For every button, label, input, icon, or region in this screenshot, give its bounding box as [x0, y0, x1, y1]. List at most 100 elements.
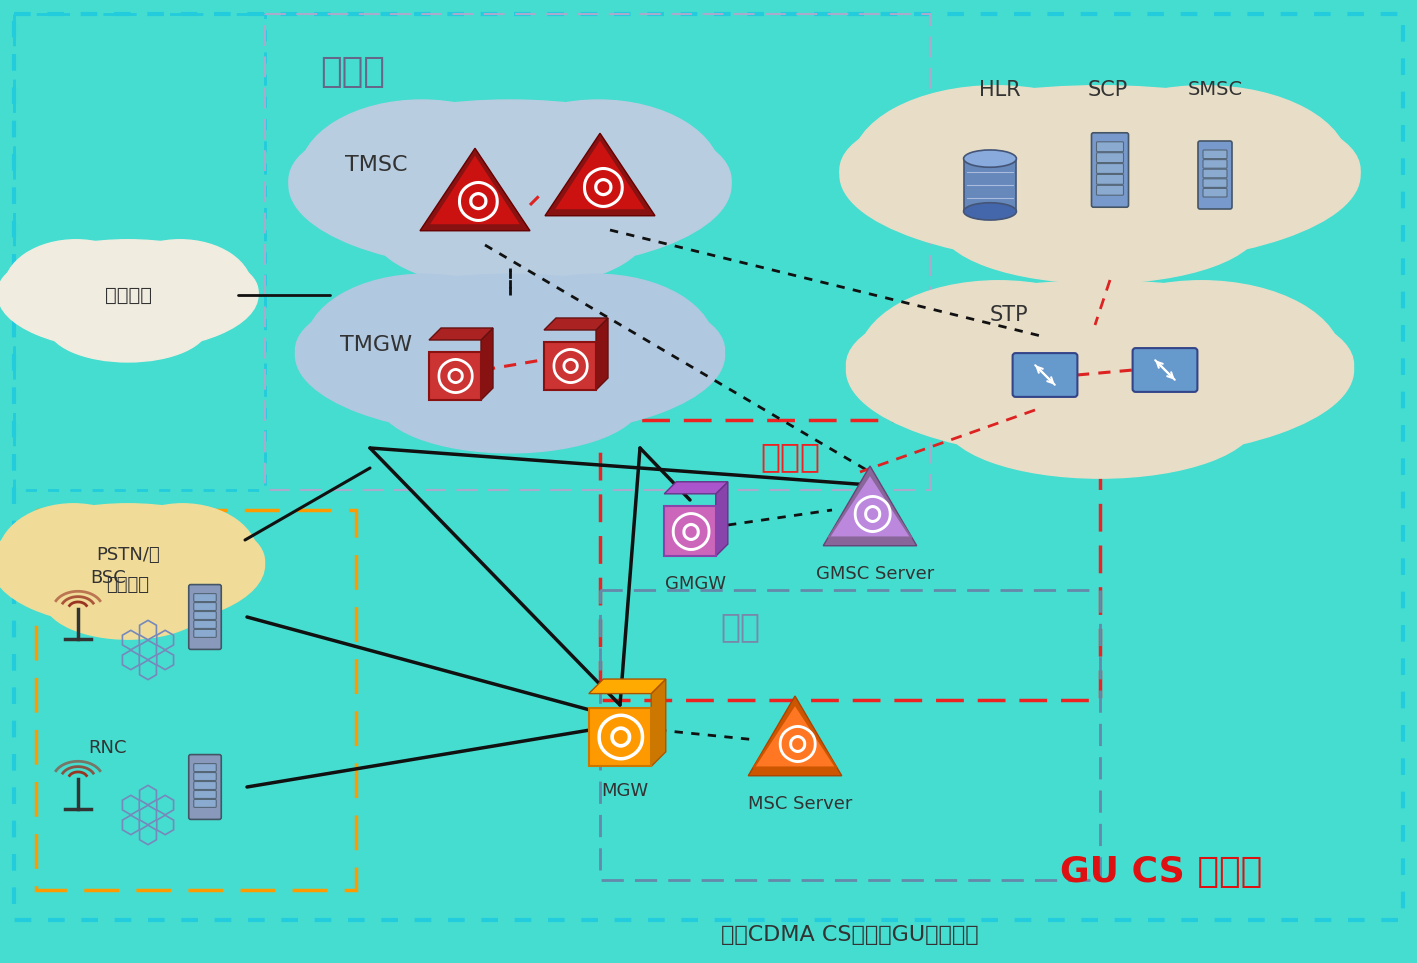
- Ellipse shape: [18, 243, 238, 327]
- Ellipse shape: [846, 281, 1353, 459]
- Ellipse shape: [1100, 307, 1353, 423]
- Ellipse shape: [478, 274, 714, 417]
- Bar: [599, 420, 1100, 700]
- Polygon shape: [716, 482, 728, 557]
- Ellipse shape: [1061, 281, 1342, 438]
- Ellipse shape: [964, 203, 1016, 220]
- Text: 其它端局: 其它端局: [105, 285, 152, 304]
- Ellipse shape: [939, 168, 1260, 283]
- FancyBboxPatch shape: [194, 630, 217, 638]
- Bar: [599, 590, 1100, 880]
- Ellipse shape: [859, 281, 1139, 438]
- Bar: [265, 14, 930, 490]
- Ellipse shape: [128, 256, 258, 327]
- Ellipse shape: [371, 148, 575, 278]
- Text: 汇接局: 汇接局: [320, 55, 385, 89]
- Text: TMGW: TMGW: [340, 335, 412, 355]
- FancyBboxPatch shape: [194, 603, 217, 611]
- Ellipse shape: [289, 125, 510, 235]
- Text: RNC: RNC: [89, 739, 128, 757]
- Bar: [964, 159, 1016, 212]
- Ellipse shape: [299, 100, 544, 250]
- FancyBboxPatch shape: [188, 755, 221, 820]
- Ellipse shape: [128, 522, 265, 601]
- FancyBboxPatch shape: [1203, 189, 1227, 197]
- Ellipse shape: [964, 150, 1016, 168]
- FancyBboxPatch shape: [1132, 348, 1197, 392]
- Text: SCP: SCP: [1088, 80, 1128, 100]
- FancyBboxPatch shape: [1097, 164, 1124, 173]
- Text: BSC: BSC: [91, 569, 126, 587]
- FancyBboxPatch shape: [194, 620, 217, 629]
- Text: GMGW: GMGW: [665, 575, 726, 593]
- Ellipse shape: [4, 240, 147, 337]
- FancyBboxPatch shape: [194, 799, 217, 807]
- FancyBboxPatch shape: [1097, 153, 1124, 163]
- Bar: [589, 708, 652, 767]
- Polygon shape: [544, 318, 608, 330]
- Ellipse shape: [476, 100, 721, 250]
- FancyBboxPatch shape: [1197, 141, 1231, 209]
- Polygon shape: [480, 328, 493, 400]
- Text: MSC Server: MSC Server: [748, 795, 852, 813]
- Ellipse shape: [852, 86, 1141, 244]
- Ellipse shape: [846, 307, 1100, 423]
- Text: PSTN/其: PSTN/其: [96, 546, 160, 564]
- Ellipse shape: [43, 538, 167, 632]
- Text: MGW: MGW: [601, 782, 649, 800]
- FancyBboxPatch shape: [194, 764, 217, 771]
- FancyBboxPatch shape: [1097, 174, 1124, 184]
- Ellipse shape: [296, 298, 510, 403]
- Text: ◎: ◎: [594, 708, 646, 767]
- Polygon shape: [419, 148, 530, 231]
- Text: SMSC: SMSC: [1187, 80, 1243, 99]
- Bar: [35, 510, 356, 890]
- FancyBboxPatch shape: [1091, 133, 1128, 207]
- Polygon shape: [665, 482, 728, 494]
- Ellipse shape: [374, 178, 646, 288]
- Bar: [544, 342, 597, 390]
- FancyBboxPatch shape: [1203, 179, 1227, 188]
- Polygon shape: [829, 474, 911, 537]
- Polygon shape: [597, 318, 608, 390]
- Text: ◎: ◎: [435, 353, 476, 399]
- Ellipse shape: [939, 331, 1175, 468]
- Ellipse shape: [296, 274, 724, 435]
- Text: 注：CDMA CS组网和GU基本相同: 注：CDMA CS组网和GU基本相同: [721, 925, 979, 945]
- Ellipse shape: [0, 504, 149, 612]
- Ellipse shape: [289, 100, 731, 270]
- Polygon shape: [754, 704, 836, 768]
- FancyBboxPatch shape: [194, 791, 217, 798]
- Text: HLR: HLR: [979, 80, 1020, 100]
- FancyBboxPatch shape: [188, 585, 221, 649]
- Ellipse shape: [13, 508, 244, 601]
- Ellipse shape: [108, 240, 252, 337]
- Ellipse shape: [44, 560, 213, 639]
- Polygon shape: [748, 696, 842, 776]
- Ellipse shape: [840, 86, 1360, 264]
- FancyBboxPatch shape: [194, 612, 217, 619]
- Text: TMSC: TMSC: [344, 155, 408, 175]
- Text: STP: STP: [990, 305, 1029, 325]
- Text: ◎: ◎: [453, 174, 500, 226]
- Ellipse shape: [880, 91, 1321, 227]
- FancyBboxPatch shape: [1203, 169, 1227, 178]
- Ellipse shape: [88, 538, 214, 632]
- Text: ◎: ◎: [850, 489, 894, 536]
- Ellipse shape: [378, 349, 642, 453]
- Ellipse shape: [937, 136, 1176, 273]
- FancyBboxPatch shape: [194, 593, 217, 602]
- Text: 它运营商: 它运营商: [106, 576, 150, 594]
- Ellipse shape: [91, 271, 210, 355]
- Text: ◎: ◎: [550, 344, 591, 388]
- Ellipse shape: [1026, 331, 1260, 468]
- Ellipse shape: [448, 320, 645, 443]
- Polygon shape: [589, 679, 666, 693]
- Polygon shape: [553, 139, 646, 210]
- Polygon shape: [823, 466, 917, 546]
- Polygon shape: [429, 328, 493, 340]
- Polygon shape: [546, 133, 655, 216]
- Ellipse shape: [886, 286, 1315, 423]
- Ellipse shape: [323, 105, 697, 235]
- FancyBboxPatch shape: [1203, 150, 1227, 159]
